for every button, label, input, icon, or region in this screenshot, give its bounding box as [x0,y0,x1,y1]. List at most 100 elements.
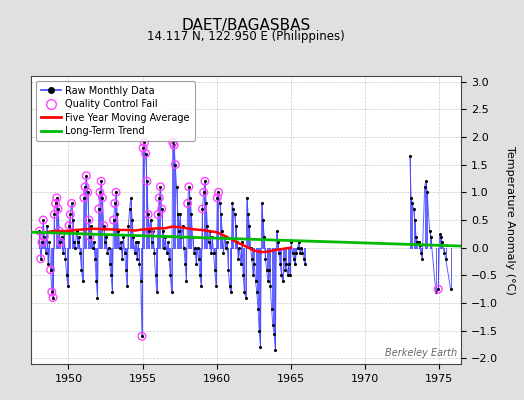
Point [113,211,122,218]
Point [79,278,87,284]
Point [77,267,85,273]
Point [222,244,230,251]
Point [420,184,429,190]
Point [255,328,264,334]
Point [184,184,193,190]
Point [129,234,137,240]
Point [434,286,442,292]
Point [143,178,151,184]
Point [170,142,178,148]
Point [82,172,91,179]
Point [183,200,192,206]
Point [436,234,445,240]
Point [155,195,163,201]
Point [139,145,147,151]
Point [198,206,206,212]
Point [48,289,56,295]
Point [125,206,134,212]
Point [123,283,132,290]
Point [407,195,416,201]
Point [96,189,104,196]
Point [58,234,66,240]
Point [98,195,106,201]
Text: DAET/BAGASBAS: DAET/BAGASBAS [182,18,311,33]
Point [35,228,43,234]
Point [65,222,73,229]
Point [274,239,282,245]
Point [201,178,209,184]
Point [234,256,243,262]
Point [184,184,193,190]
Point [70,239,78,245]
Point [118,256,126,262]
Point [121,250,129,256]
Point [107,272,115,278]
Point [44,261,52,268]
Point [412,234,420,240]
Point [89,244,97,251]
Point [68,200,76,206]
Point [240,289,248,295]
Point [55,228,63,234]
Point [244,211,253,218]
Point [231,211,239,218]
Point [271,347,279,353]
Point [39,217,47,223]
Point [406,153,414,160]
Point [151,272,160,278]
Point [253,289,261,295]
Point [148,239,156,245]
Text: 14.117 N, 122.950 E (Philippines): 14.117 N, 122.950 E (Philippines) [147,30,345,43]
Point [80,195,88,201]
Point [114,228,123,234]
Point [98,195,106,201]
Point [127,195,135,201]
Point [260,234,268,240]
Point [187,211,195,218]
Point [154,211,162,218]
Point [115,244,124,251]
Point [83,189,92,196]
Point [212,283,220,290]
Point [64,283,72,290]
Point [169,139,177,146]
Point [205,228,214,234]
Point [80,195,88,201]
Point [267,306,276,312]
Point [162,250,171,256]
Point [227,289,235,295]
Point [60,228,68,234]
Point [167,289,176,295]
Point [54,206,62,212]
Point [108,289,116,295]
Point [217,211,225,218]
Point [135,261,144,268]
Point [200,189,208,196]
Point [297,244,305,251]
Legend: Raw Monthly Data, Quality Control Fail, Five Year Moving Average, Long-Term Tren: Raw Monthly Data, Quality Control Fail, … [36,81,195,141]
Point [287,239,296,245]
Point [203,222,212,229]
Point [215,200,224,206]
Point [246,244,255,251]
Point [434,286,442,292]
Point [171,162,180,168]
Point [160,244,168,251]
Point [183,200,192,206]
Point [86,234,94,240]
Point [423,189,431,196]
Point [138,333,146,340]
Point [42,222,51,229]
Point [186,195,194,201]
Point [122,267,130,273]
Point [112,189,120,196]
Point [51,200,60,206]
Point [130,250,139,256]
Point [96,189,104,196]
Point [85,217,93,223]
Point [41,250,50,256]
Point [214,189,223,196]
Point [210,250,218,256]
Point [213,195,222,201]
Point [145,228,154,234]
